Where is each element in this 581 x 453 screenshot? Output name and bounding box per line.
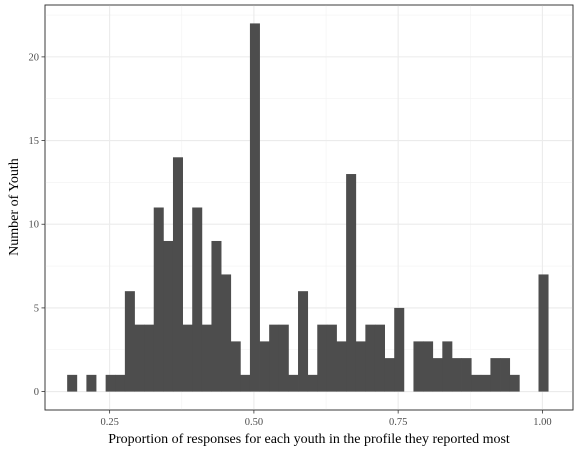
- x-axis-ticks: 0.25 0.50 0.75 1.00: [100, 410, 552, 428]
- histogram-bar: [269, 324, 280, 392]
- histogram-bar: [172, 157, 183, 392]
- histogram-bar: [211, 240, 222, 392]
- histogram-bar: [259, 341, 270, 392]
- histogram-bar: [221, 274, 232, 392]
- y-axis-title: Number of Youth: [7, 158, 22, 256]
- histogram-bar: [490, 358, 501, 392]
- histogram-bar: [461, 358, 472, 392]
- histogram-bar: [124, 291, 135, 392]
- histogram-bar: [288, 374, 299, 392]
- x-axis-title: Proportion of responses for each youth i…: [108, 432, 510, 447]
- histogram-bar: [538, 274, 549, 392]
- histogram-bar: [336, 341, 347, 392]
- histogram-bar: [182, 324, 193, 392]
- histogram-bar: [413, 341, 424, 392]
- histogram-bar: [471, 374, 482, 392]
- histogram-bar: [509, 374, 520, 392]
- histogram-bar: [326, 324, 337, 392]
- bars: [67, 23, 549, 392]
- plot-panel: [44, 4, 574, 411]
- x-tick-label: 1.00: [533, 417, 551, 428]
- histogram-bar: [451, 358, 462, 392]
- histogram-bar: [163, 240, 174, 392]
- histogram-bar: [230, 341, 241, 392]
- histogram-bar: [105, 374, 116, 392]
- histogram-bar: [374, 324, 385, 392]
- y-axis-ticks: 0 5 10 15 20: [29, 52, 45, 398]
- histogram-bar: [423, 341, 434, 392]
- histogram-bar: [67, 374, 78, 392]
- histogram-bar: [317, 324, 328, 392]
- histogram-bar: [134, 324, 145, 392]
- histogram-bar: [278, 324, 289, 392]
- histogram-bar: [394, 307, 405, 392]
- x-tick-label: 0.75: [389, 417, 407, 428]
- plot-border: [44, 4, 574, 411]
- histogram-bar: [192, 207, 203, 392]
- histogram-bar: [500, 358, 511, 392]
- histogram-bar: [86, 374, 97, 392]
- histogram-bar: [355, 341, 366, 392]
- histogram-bar: [144, 324, 155, 392]
- histogram-bar: [153, 207, 164, 392]
- histogram-bar: [480, 374, 491, 392]
- y-tick-label: 5: [34, 303, 39, 314]
- histogram-bar: [365, 324, 376, 392]
- x-tick-label: 0.25: [100, 417, 118, 428]
- histogram-bar: [249, 23, 260, 392]
- histogram-bar: [346, 174, 357, 392]
- histogram-bar: [442, 341, 453, 392]
- histogram-bar: [298, 291, 309, 392]
- histogram-bar: [307, 374, 318, 392]
- histogram-bar: [240, 374, 251, 392]
- y-tick-label: 10: [29, 220, 40, 231]
- x-tick-label: 0.50: [245, 417, 263, 428]
- histogram-bar: [384, 358, 395, 392]
- histogram-bar: [432, 358, 443, 392]
- y-tick-label: 15: [29, 136, 40, 147]
- y-tick-label: 0: [34, 387, 39, 398]
- histogram-bar: [201, 324, 212, 392]
- histogram-bar: [115, 374, 126, 392]
- y-tick-label: 20: [29, 52, 40, 63]
